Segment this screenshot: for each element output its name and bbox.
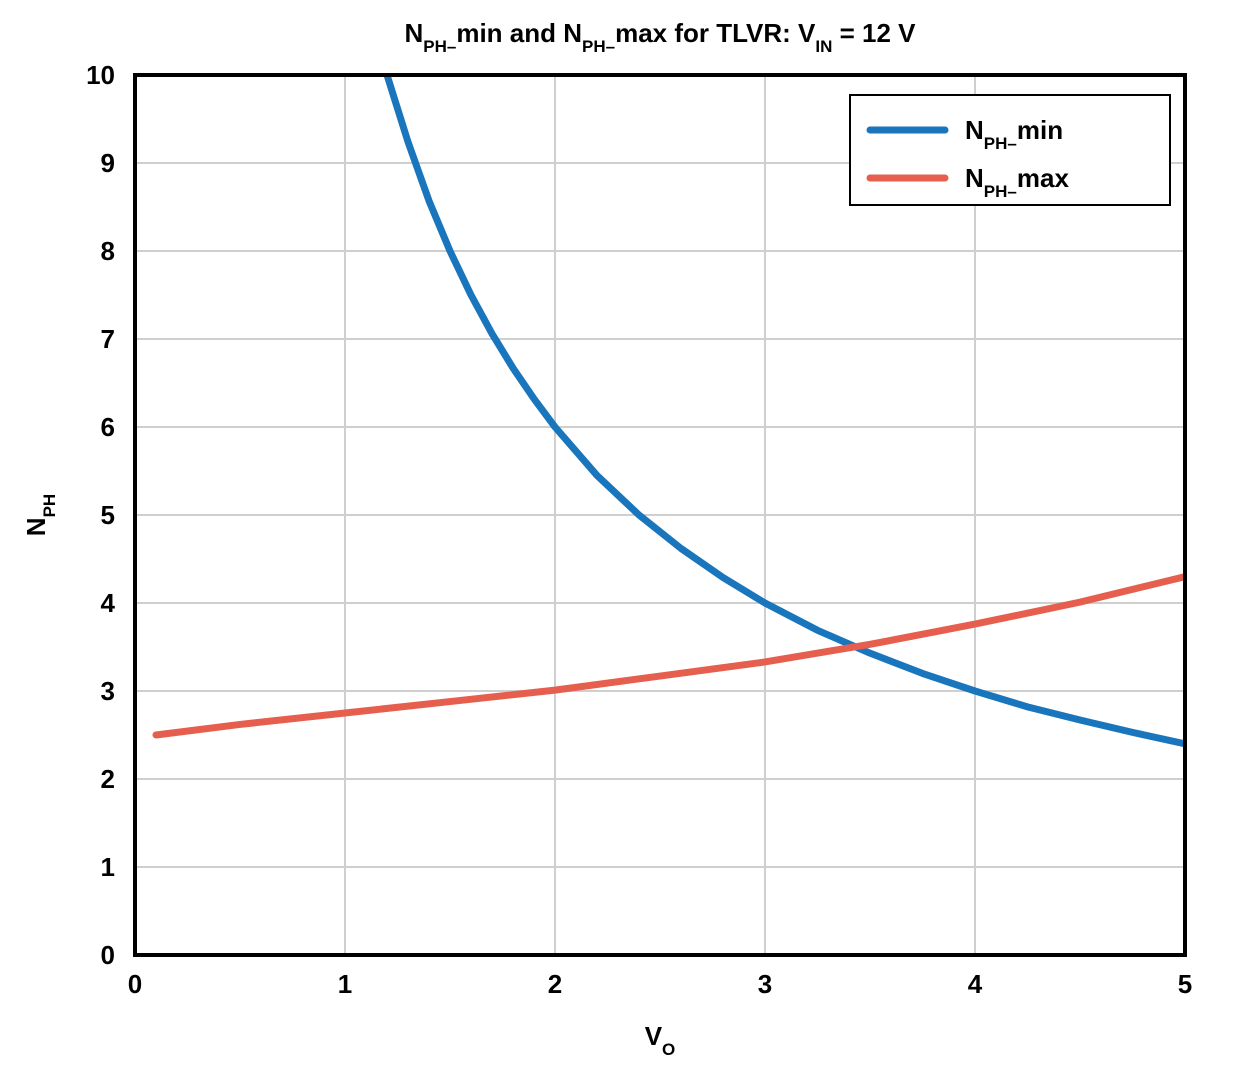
x-tick-label: 4	[968, 969, 983, 999]
y-tick-label: 5	[101, 500, 115, 530]
y-tick-label: 9	[101, 148, 115, 178]
x-tick-label: 2	[548, 969, 562, 999]
y-tick-label: 10	[86, 60, 115, 90]
chart-svg: 012345012345678910VONPHNPH–min and NPH–m…	[0, 0, 1233, 1065]
y-tick-label: 4	[101, 588, 116, 618]
x-tick-label: 3	[758, 969, 772, 999]
y-tick-label: 0	[101, 940, 115, 970]
chart-container: 012345012345678910VONPHNPH–min and NPH–m…	[0, 0, 1233, 1065]
x-tick-label: 1	[338, 969, 352, 999]
y-tick-label: 1	[101, 852, 115, 882]
y-tick-label: 8	[101, 236, 115, 266]
x-tick-label: 5	[1178, 969, 1192, 999]
y-tick-label: 7	[101, 324, 115, 354]
y-tick-label: 6	[101, 412, 115, 442]
legend: NPH–minNPH–max	[850, 95, 1170, 205]
x-tick-label: 0	[128, 969, 142, 999]
y-tick-label: 3	[101, 676, 115, 706]
y-tick-label: 2	[101, 764, 115, 794]
